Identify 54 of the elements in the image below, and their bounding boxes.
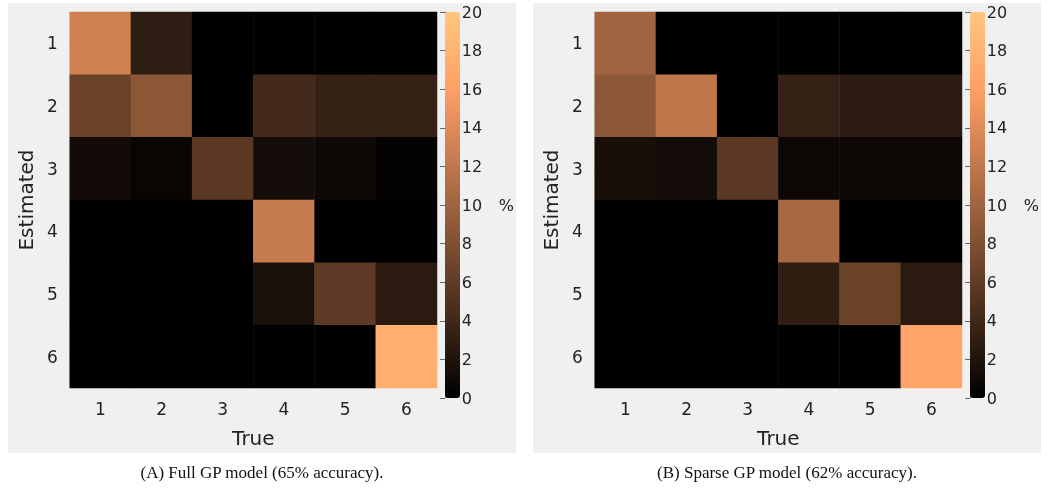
y-tick-label: 5: [571, 284, 583, 304]
color-bar-label: 14: [461, 118, 483, 138]
color-bar-label: 10: [461, 195, 483, 215]
x-tick-label: 2: [156, 398, 167, 419]
y-axis-title: Estimated: [14, 149, 38, 251]
x-tick-label: 6: [400, 398, 412, 419]
color-bar-label: 16: [461, 79, 483, 99]
y-tick-label: 2: [46, 96, 58, 116]
color-bar-label: 8: [461, 234, 472, 254]
color-bar-label: 0: [461, 388, 472, 408]
y-tick-label: 4: [571, 221, 583, 242]
color-bar-label: 10: [986, 195, 1008, 215]
color-bar-label: 6: [986, 272, 997, 292]
y-tick-label: 6: [46, 346, 58, 367]
color-bar-label: 20: [986, 2, 1008, 22]
color-bar-label: 20: [461, 2, 483, 22]
x-tick-label: 4: [803, 398, 815, 419]
color-bar-label: 4: [986, 311, 997, 331]
color-bar-label: 16: [986, 79, 1008, 99]
y-tick-label: 5: [46, 284, 58, 304]
x-tick-label: 1: [619, 398, 631, 419]
x-tick-label: 2: [681, 398, 692, 419]
color-bar-label: 12: [461, 156, 483, 176]
text: (B) Sparse GP model (62% accuracy).: [656, 463, 918, 483]
y-tick-label: 4: [46, 221, 58, 242]
y-tick-label: 6: [571, 346, 583, 367]
color-bar-label: 4: [461, 311, 472, 331]
color-bar-label: 2: [461, 349, 472, 369]
y-axis-title: Estimated: [539, 149, 563, 251]
y-tick-label: 1: [571, 33, 583, 54]
x-tick-label: 5: [864, 398, 876, 419]
color-bar-label: 2: [986, 349, 997, 369]
color-bar-title: %: [498, 195, 514, 215]
x-axis-title: True: [231, 426, 275, 450]
y-tick-label: 1: [46, 33, 58, 54]
x-tick-label: 4: [278, 398, 290, 419]
text: (A) Full GP model (65% accuracy).: [139, 463, 385, 483]
y-tick-label: 2: [571, 96, 583, 116]
y-tick-label: 3: [46, 158, 58, 179]
color-bar-label: 14: [986, 118, 1008, 138]
x-tick-label: 1: [94, 398, 106, 419]
color-bar-label: 18: [461, 41, 483, 61]
color-bar-title: %: [1023, 195, 1039, 215]
x-tick-label: 5: [339, 398, 351, 419]
x-axis-title: True: [756, 426, 800, 450]
color-bar-label: 6: [461, 272, 472, 292]
color-bar-label: 8: [986, 234, 997, 254]
x-tick-label: 6: [925, 398, 937, 419]
y-tick-label: 3: [571, 158, 583, 179]
x-tick-label: 3: [742, 398, 754, 419]
color-bar-label: 0: [986, 388, 997, 408]
x-tick-label: 3: [217, 398, 229, 419]
color-bar-label: 18: [986, 41, 1008, 61]
color-bar-label: 12: [986, 156, 1008, 176]
